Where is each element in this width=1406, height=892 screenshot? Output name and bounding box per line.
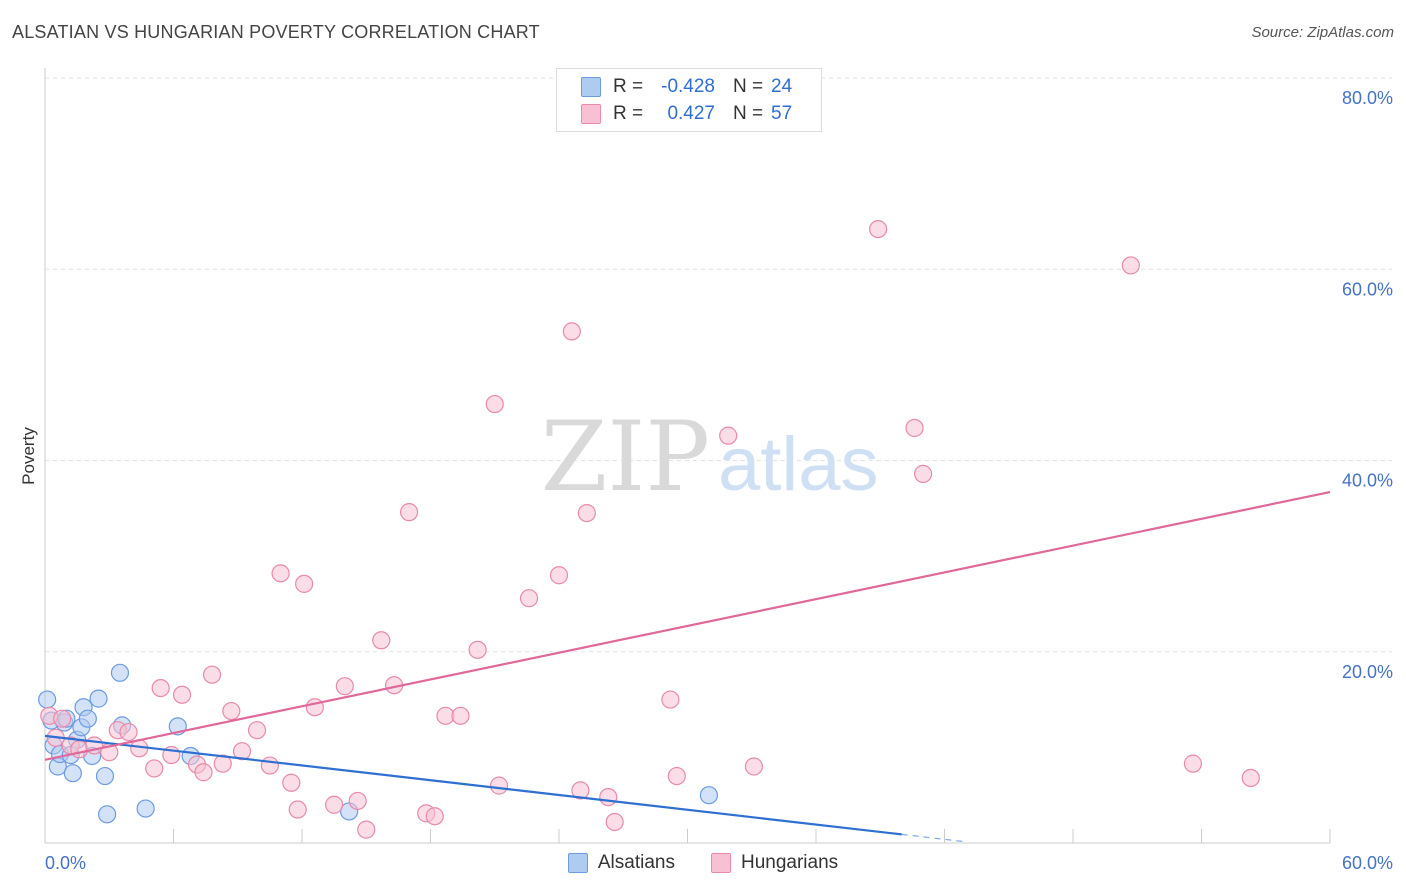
trend-lines <box>44 490 1331 843</box>
point-hungarians <box>295 574 314 593</box>
point-hungarians <box>348 791 367 811</box>
point-hungarians <box>232 742 252 761</box>
point-hungarians <box>1241 768 1260 788</box>
x-tick-label: 60.0% <box>1342 853 1393 873</box>
legend-r-value: -0.428 <box>661 76 715 97</box>
y-tick-label: 60.0% <box>1342 279 1393 299</box>
legend-n-label: N = <box>733 76 764 97</box>
point-hungarians <box>288 800 307 819</box>
point-hungarians <box>399 503 419 522</box>
legend-r-label: R = <box>613 76 644 97</box>
data-points <box>38 219 1260 839</box>
legend-n-label: N = <box>733 103 764 124</box>
series-label-hungarians: Hungarians <box>740 852 839 873</box>
point-hungarians <box>194 763 213 782</box>
chart-title: ALSATIAN VS HUNGARIAN POVERTY CORRELATIO… <box>12 22 540 42</box>
series-swatch-alsatians <box>567 853 588 873</box>
legend-n-value: 57 <box>771 103 793 124</box>
point-hungarians <box>325 795 344 814</box>
point-hungarians <box>577 503 596 523</box>
watermark-zip: ZIP <box>541 401 710 513</box>
point-hungarians <box>282 773 301 792</box>
legend-n-value: 24 <box>771 76 793 97</box>
point-hungarians <box>571 781 590 800</box>
point-hungarians <box>222 701 241 721</box>
point-alsatians <box>63 764 82 783</box>
point-hungarians <box>335 677 354 696</box>
point-hungarians <box>1121 256 1140 275</box>
point-alsatians <box>89 689 108 708</box>
point-hungarians <box>119 722 138 742</box>
y-tick-label: 40.0% <box>1342 471 1393 491</box>
watermark-atlas: atlas <box>718 422 879 507</box>
point-hungarians <box>719 426 738 445</box>
point-hungarians <box>145 759 164 778</box>
point-hungarians <box>172 685 192 704</box>
legend-r-value: 0.427 <box>667 103 715 124</box>
point-hungarians <box>213 754 232 773</box>
point-hungarians <box>913 464 933 483</box>
point-hungarians <box>425 807 444 826</box>
series-legend-alsatians[interactable]: Alsatians <box>567 852 675 874</box>
source-label: Source: ZipAtlas.com <box>1251 24 1394 41</box>
point-hungarians <box>202 665 222 684</box>
point-hungarians <box>489 776 509 795</box>
y-axis-label: Poverty <box>19 427 38 485</box>
point-hungarians <box>260 756 279 775</box>
trend-line-extension-alsatians <box>901 833 966 843</box>
point-hungarians <box>372 631 391 650</box>
point-hungarians <box>519 589 539 608</box>
point-hungarians <box>599 787 618 807</box>
legend-row-hungarians: R = 0.427 N = 57 <box>581 102 792 126</box>
legend-r-label: R = <box>613 103 644 124</box>
point-hungarians <box>247 721 267 740</box>
legend-row-alsatians: R = -0.428 N = 24 <box>581 75 792 99</box>
point-hungarians <box>744 757 763 776</box>
series-swatch-hungarians <box>710 853 731 873</box>
trend-line-alsatians <box>44 734 902 836</box>
tick-labels: 20.0% 40.0% 60.0% 80.0% 0.0% 60.0% <box>45 88 1393 873</box>
point-hungarians <box>70 740 89 759</box>
point-alsatians <box>38 690 57 709</box>
series-legend: Alsatians Hungarians <box>0 852 1406 874</box>
y-tick-label: 80.0% <box>1342 88 1393 108</box>
x-tick-label: 0.0% <box>45 853 86 873</box>
point-hungarians <box>357 820 376 839</box>
series-label-alsatians: Alsatians <box>597 852 675 873</box>
point-hungarians <box>151 678 170 698</box>
point-hungarians <box>667 766 686 786</box>
point-hungarians <box>271 564 290 583</box>
point-alsatians <box>95 766 115 786</box>
point-hungarians <box>485 394 504 414</box>
y-tick-label: 20.0% <box>1342 662 1393 682</box>
point-hungarians <box>661 690 680 709</box>
correlation-legend: R = -0.428 N = 24 R = 0.427 N = 57 <box>556 68 822 132</box>
point-alsatians <box>98 805 117 824</box>
watermark: ZIP atlas <box>541 401 879 513</box>
point-alsatians <box>78 709 97 728</box>
series-legend-hungarians[interactable]: Hungarians <box>710 852 839 874</box>
point-alsatians <box>136 799 155 818</box>
point-hungarians <box>1183 754 1203 773</box>
point-hungarians <box>451 706 470 725</box>
point-hungarians <box>905 418 924 438</box>
point-hungarians <box>468 640 487 659</box>
legend-swatch-alsatians <box>581 77 601 97</box>
point-alsatians <box>110 663 130 682</box>
trend-line-hungarians <box>44 490 1331 761</box>
point-hungarians <box>869 219 888 239</box>
grid-lines <box>45 77 1392 653</box>
point-hungarians <box>605 812 624 832</box>
point-alsatians <box>699 786 719 805</box>
point-hungarians <box>549 566 569 585</box>
point-hungarians <box>53 709 72 728</box>
legend-swatch-hungarians <box>581 104 601 124</box>
point-hungarians <box>562 322 581 341</box>
